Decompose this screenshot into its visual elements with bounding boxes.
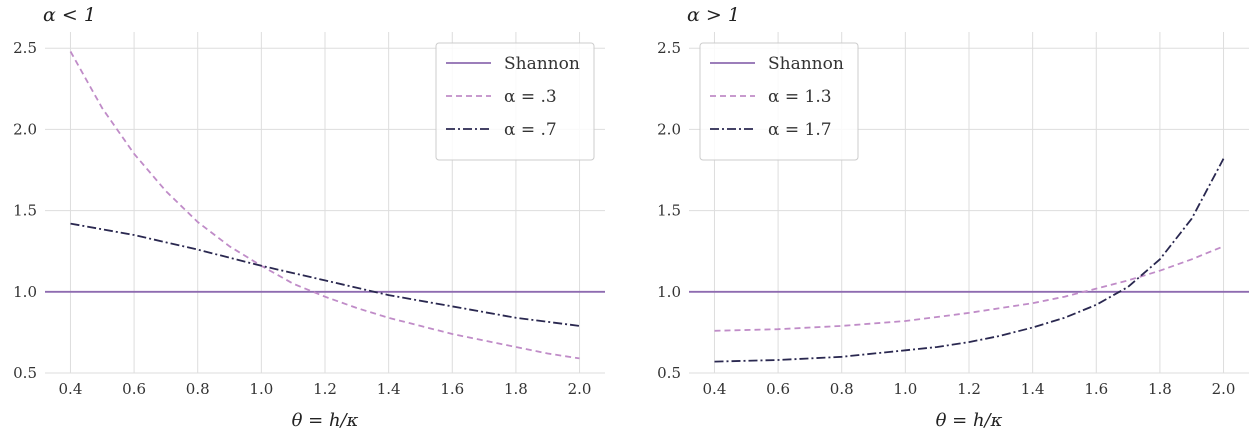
chart-2-xtick-label-1: 0.6	[766, 380, 790, 398]
chart-1-ytick-label-0: 0.5	[13, 364, 37, 382]
chart-2-xtick-label-6: 1.6	[1084, 380, 1108, 398]
chart-1-series-line-2	[69, 51, 580, 360]
chart-1-xtick-label-0: 0.4	[59, 380, 83, 398]
chart-1-legend-box	[435, 42, 595, 161]
chart-2-ytick-label-3: 2.0	[657, 120, 681, 138]
chart-2: 0.4 0.6 0.8 1.0 1.2 1.4 1.6 1.8 2.0 0.5 1.0 1.5 2.0 2…	[657, 4, 1249, 431]
chart-1: 0.4 0.6 0.8 1.0 1.2 1.4 1.6 1.8 2.0 0.5 1.0 1.5 2.0 2…	[13, 4, 605, 431]
chart-2-legend-label-2: α = 1.3	[768, 87, 832, 107]
chart-2-xtick-label-8: 2.0	[1212, 380, 1236, 398]
chart-2-series-line-2	[714, 245, 1224, 332]
chart-1-title: α < 1	[43, 4, 96, 26]
chart-1-ytick-label-4: 2.5	[13, 39, 37, 57]
chart-1-series-line-3	[70, 222, 580, 327]
chart-2-legend: Shannon α = 1.3 α = 1.7	[699, 42, 859, 161]
chart-1-xtick-label-6: 1.6	[440, 380, 464, 398]
chart-2-series-line-3	[714, 158, 1225, 363]
chart-1-legend-label-3: α = .7	[504, 120, 557, 140]
chart-1-xtick-label-8: 2.0	[568, 380, 592, 398]
chart-2-xlabel: θ = h/κ	[936, 410, 1003, 431]
chart-2-xtick-label-0: 0.4	[703, 380, 727, 398]
chart-2-ytick-label-0: 0.5	[657, 364, 681, 382]
chart-2-xtick-label-3: 1.0	[893, 380, 917, 398]
chart-1-ytick-label-1: 1.0	[13, 283, 37, 301]
chart-2-xtick-label-2: 0.8	[830, 380, 854, 398]
chart-1-xtick-label-3: 1.0	[249, 380, 273, 398]
chart-1-xlabel: θ = h/κ	[292, 410, 359, 431]
chart-1-xtick-label-4: 1.2	[313, 380, 337, 398]
chart-2-legend-label-3: α = 1.7	[768, 120, 832, 140]
chart-1-xtick-label-1: 0.6	[122, 380, 146, 398]
chart-1-ytick-label-2: 1.5	[13, 202, 37, 220]
chart-2-legend-label-1: Shannon	[768, 54, 844, 74]
chart-1-legend-label-1: Shannon	[504, 54, 580, 74]
chart-1-legend-label-2: α = .3	[504, 87, 557, 107]
chart-1-ytick-label-3: 2.0	[13, 120, 37, 138]
chart-2-ytick-label-1: 1.0	[657, 283, 681, 301]
chart-1-xtick-label-5: 1.4	[377, 380, 401, 398]
chart-2-ytick-label-2: 1.5	[657, 202, 681, 220]
chart-2-xtick-label-7: 1.8	[1148, 380, 1172, 398]
chart-2-title: α > 1	[687, 4, 740, 26]
chart-2-legend-box	[699, 42, 859, 161]
chart-2-xtick-label-5: 1.4	[1021, 380, 1045, 398]
chart-2-xtick-label-4: 1.2	[957, 380, 981, 398]
chart-1-xtick-label-2: 0.8	[186, 380, 210, 398]
chart-2-ytick-label-4: 2.5	[657, 39, 681, 57]
chart-1-xtick-label-7: 1.8	[504, 380, 528, 398]
chart-1-legend: Shannon α = .3 α = .7	[435, 42, 595, 161]
